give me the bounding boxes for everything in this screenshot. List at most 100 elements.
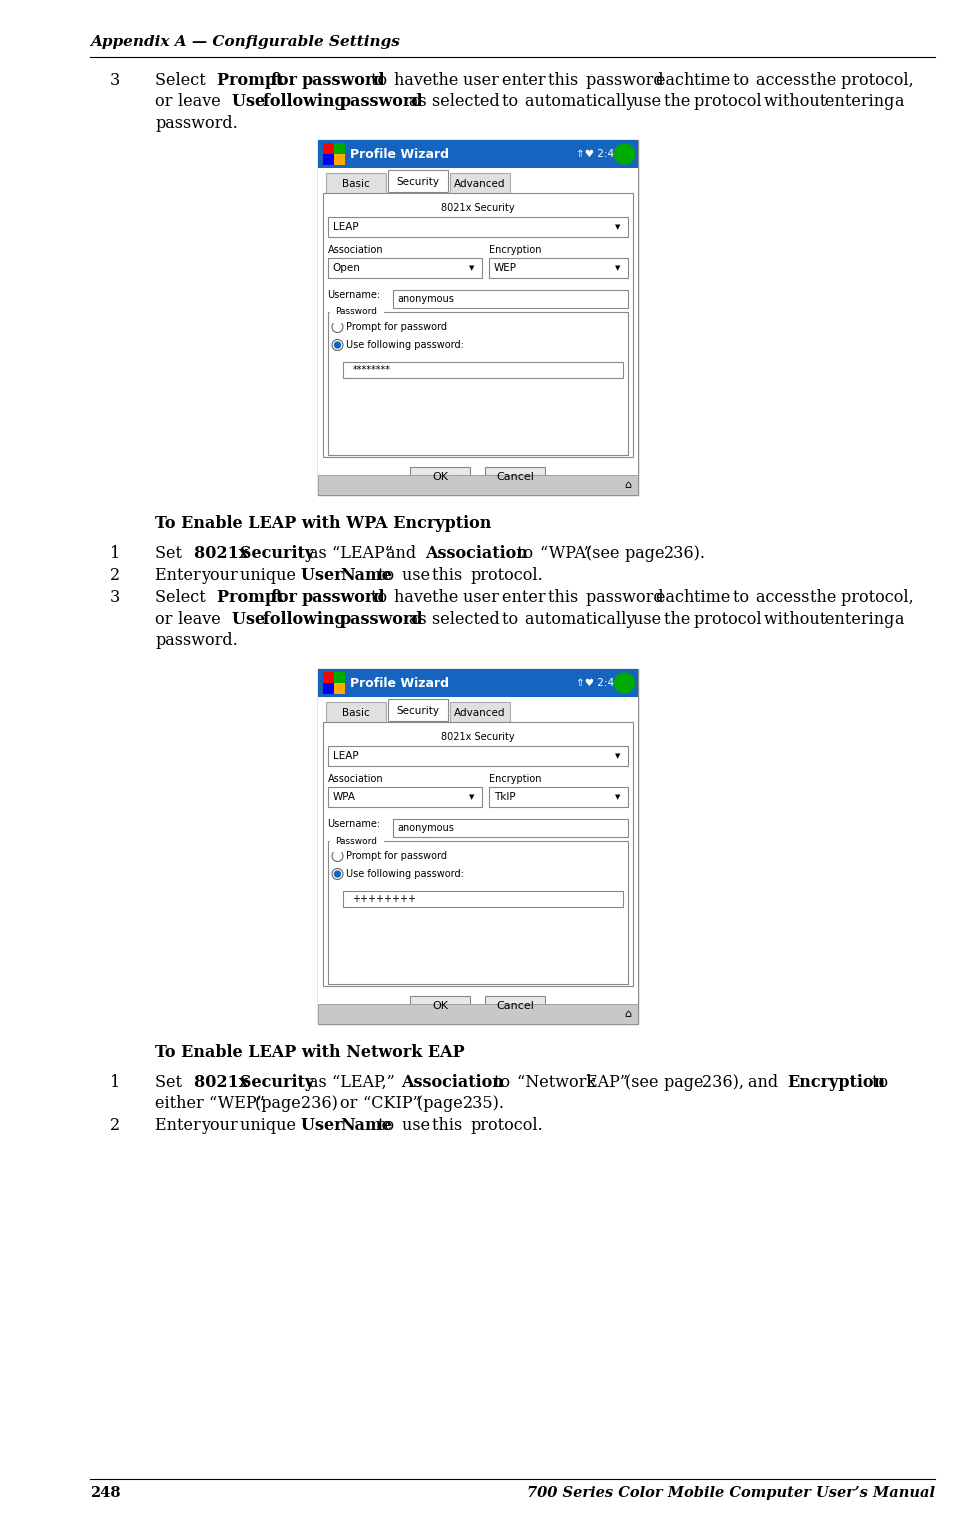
Text: each: each	[656, 589, 699, 605]
Text: as: as	[410, 610, 432, 628]
FancyBboxPatch shape	[485, 467, 545, 487]
FancyBboxPatch shape	[328, 841, 628, 984]
Text: To Enable LEAP with WPA Encryption: To Enable LEAP with WPA Encryption	[155, 516, 491, 532]
Text: this: this	[548, 71, 583, 90]
Text: to: to	[370, 71, 392, 90]
Text: Cancel: Cancel	[496, 1001, 534, 1011]
Circle shape	[334, 342, 340, 348]
Text: page: page	[664, 1074, 708, 1091]
FancyBboxPatch shape	[318, 669, 638, 1024]
Text: to: to	[370, 589, 392, 605]
Text: password: password	[340, 610, 423, 628]
Text: as: as	[410, 93, 432, 111]
Text: to: to	[494, 1074, 515, 1091]
Text: 236),: 236),	[702, 1074, 749, 1091]
Text: user: user	[463, 589, 504, 605]
Text: Select: Select	[155, 589, 211, 605]
Text: Association: Association	[402, 1074, 504, 1091]
Bar	[393, 291, 628, 307]
Text: “LEAP,”: “LEAP,”	[332, 1074, 400, 1091]
Text: Encryption: Encryption	[787, 1074, 885, 1091]
Text: selected: selected	[432, 610, 505, 628]
Text: Association: Association	[328, 245, 383, 256]
Text: ok: ok	[618, 149, 631, 158]
Text: entering: entering	[825, 610, 900, 628]
Text: ▼: ▼	[615, 794, 620, 800]
Text: Security: Security	[240, 545, 314, 561]
Text: (see: (see	[625, 1074, 664, 1091]
Text: or: or	[155, 610, 177, 628]
Bar	[318, 1004, 638, 1024]
FancyBboxPatch shape	[449, 703, 510, 724]
Text: 3: 3	[110, 589, 120, 605]
Text: “Network: “Network	[517, 1074, 602, 1091]
Text: your: your	[201, 1118, 243, 1135]
Text: unique: unique	[240, 567, 301, 584]
Text: Advanced: Advanced	[453, 179, 505, 189]
Text: ok: ok	[618, 678, 631, 687]
Text: ⌂: ⌂	[624, 481, 631, 490]
Text: ▼: ▼	[469, 794, 475, 800]
Text: Use following password:: Use following password:	[345, 868, 463, 879]
Text: protocol,: protocol,	[840, 71, 918, 90]
Text: Prompt for password: Prompt for password	[345, 322, 447, 332]
Text: ▼: ▼	[615, 224, 620, 230]
Text: 8021x Security: 8021x Security	[441, 202, 515, 213]
Text: ▼: ▼	[469, 265, 475, 271]
Text: have: have	[394, 589, 438, 605]
Text: Encryption: Encryption	[488, 245, 541, 256]
Text: for: for	[271, 71, 302, 90]
Text: the: the	[432, 71, 464, 90]
Text: 235).: 235).	[463, 1095, 505, 1112]
Text: WEP: WEP	[493, 263, 517, 272]
Text: (see: (see	[587, 545, 625, 561]
Text: “CKIP”: “CKIP”	[363, 1095, 426, 1112]
Text: password: password	[587, 71, 669, 90]
Text: ********: ********	[353, 365, 391, 376]
Bar	[488, 259, 628, 278]
Text: OK: OK	[432, 1001, 448, 1011]
Text: 2: 2	[110, 1118, 120, 1135]
Text: OK: OK	[432, 472, 448, 482]
Text: TkIP: TkIP	[493, 792, 516, 802]
Text: Basic: Basic	[341, 179, 370, 189]
Text: Association: Association	[328, 774, 383, 783]
Circle shape	[614, 672, 635, 694]
Bar	[328, 786, 482, 808]
Text: EAP”: EAP”	[587, 1074, 634, 1091]
Bar	[333, 683, 344, 694]
Text: use: use	[633, 610, 666, 628]
Text: Set: Set	[155, 545, 187, 561]
Text: Basic: Basic	[341, 707, 370, 718]
Text: the: the	[810, 589, 841, 605]
Text: the: the	[664, 610, 695, 628]
Text: Association: Association	[425, 545, 527, 561]
Text: 3: 3	[110, 71, 120, 90]
Text: 236): 236)	[301, 1095, 343, 1112]
Text: “WPA”: “WPA”	[540, 545, 597, 561]
Text: ▼: ▼	[615, 265, 620, 271]
Text: ⌂: ⌂	[624, 1008, 631, 1019]
Text: as: as	[309, 545, 332, 561]
Text: Prompt: Prompt	[216, 589, 289, 605]
Bar	[328, 259, 482, 278]
Text: password: password	[301, 71, 385, 90]
Text: use: use	[633, 93, 666, 111]
FancyBboxPatch shape	[323, 193, 633, 456]
Circle shape	[332, 850, 343, 861]
Bar	[323, 672, 333, 683]
FancyBboxPatch shape	[318, 140, 638, 494]
Text: Use: Use	[232, 93, 271, 111]
Bar	[318, 697, 638, 1024]
Text: automatically: automatically	[525, 610, 641, 628]
Text: To Enable LEAP with Network EAP: To Enable LEAP with Network EAP	[155, 1043, 465, 1062]
Circle shape	[332, 339, 343, 350]
Text: Name: Name	[340, 567, 392, 584]
Text: this: this	[432, 1118, 468, 1135]
Text: enter: enter	[502, 71, 551, 90]
Text: your: your	[201, 567, 243, 584]
Text: the: the	[810, 71, 841, 90]
Text: user: user	[463, 71, 504, 90]
Text: 2: 2	[110, 567, 120, 584]
Text: following: following	[263, 610, 351, 628]
